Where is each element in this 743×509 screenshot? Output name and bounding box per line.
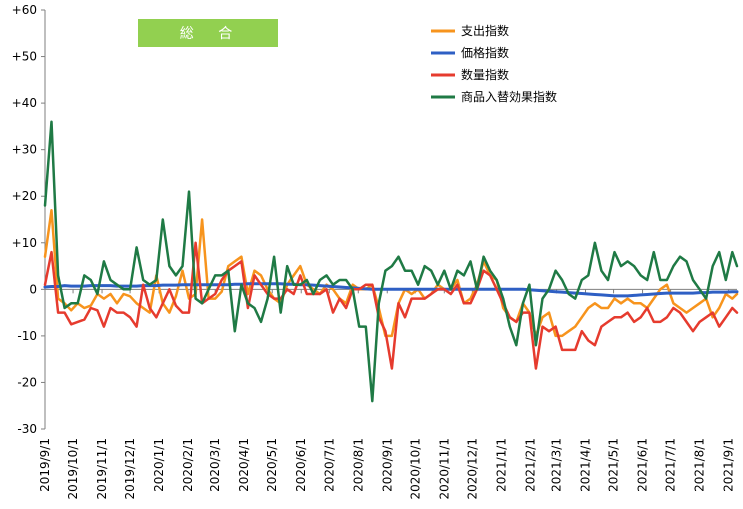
- title-background: [138, 19, 278, 47]
- x-tick-label: 2021/5/1: [607, 438, 621, 492]
- x-tick-label: 2021/6/1: [636, 438, 650, 492]
- legend-label-3: 数量指数: [461, 67, 509, 82]
- x-tick-label: 2020/1/1: [152, 438, 166, 492]
- x-tick-label: 2020/10/1: [408, 438, 422, 500]
- x-tick-label: 2020/4/1: [237, 438, 251, 492]
- y-tick-label: 0: [29, 282, 37, 296]
- x-tick-label: 2021/8/1: [693, 438, 707, 492]
- series-line-2: [43, 282, 739, 298]
- y-tick-label: +50: [12, 50, 37, 64]
- x-tick-label: 2020/6/1: [294, 438, 308, 492]
- legend-label-1: 支出指数: [461, 23, 509, 38]
- x-tick-label: 2021/2/1: [523, 438, 537, 492]
- x-tick-label: 2019/9/1: [38, 438, 52, 492]
- x-tick-label: 2020/11/1: [437, 438, 451, 500]
- y-tick-label: +20: [12, 189, 37, 203]
- y-tick-label: +60: [12, 3, 37, 17]
- legend-label-2: 価格指数: [461, 45, 509, 60]
- x-tick-label: 2020/3/1: [208, 438, 222, 492]
- x-tick-label: 2021/9/1: [722, 438, 736, 492]
- y-tick-label: +30: [12, 143, 37, 157]
- x-axis-ticks: 2019/9/1 2019/10/1 2019/11/1 2019/12/1 2020/…: [38, 289, 736, 500]
- y-tick-label: -30: [17, 422, 37, 436]
- series-lines: [43, 120, 739, 403]
- y-tick-label: -20: [17, 375, 37, 389]
- x-tick-label: 2021/1/1: [494, 438, 508, 492]
- x-tick-label: 2020/2/1: [181, 438, 195, 492]
- y-tick-label: -10: [17, 329, 37, 343]
- x-tick-label: 2021/4/1: [579, 438, 593, 492]
- x-tick-label: 2020/9/1: [380, 438, 394, 492]
- x-tick-label: 2020/5/1: [265, 438, 279, 492]
- x-tick-label: 2020/7/1: [322, 438, 336, 492]
- x-tick-label: 2020/8/1: [351, 438, 365, 492]
- x-tick-label: 2021/7/1: [664, 438, 678, 492]
- x-tick-label: 2019/12/1: [123, 438, 137, 500]
- x-tick-label: 2019/11/1: [95, 438, 109, 500]
- x-tick-label: 2020/12/1: [465, 438, 479, 500]
- y-tick-label: +40: [12, 96, 37, 110]
- series-line-4: [43, 120, 739, 403]
- chart-title-box: 総 合: [138, 19, 278, 47]
- y-tick-label: +10: [12, 236, 37, 250]
- series-line-3: [43, 241, 739, 370]
- legend-label-4: 商品入替効果指数: [461, 89, 557, 104]
- y-axis-ticks: -30 -20 -10 0 +10 +20 +30 +40 +50 +60: [12, 3, 45, 436]
- x-tick-label: 2019/10/1: [66, 438, 80, 500]
- series-line-1: [43, 208, 739, 338]
- x-tick-label: 2021/3/1: [550, 438, 564, 492]
- chart-title: 総 合: [180, 26, 242, 42]
